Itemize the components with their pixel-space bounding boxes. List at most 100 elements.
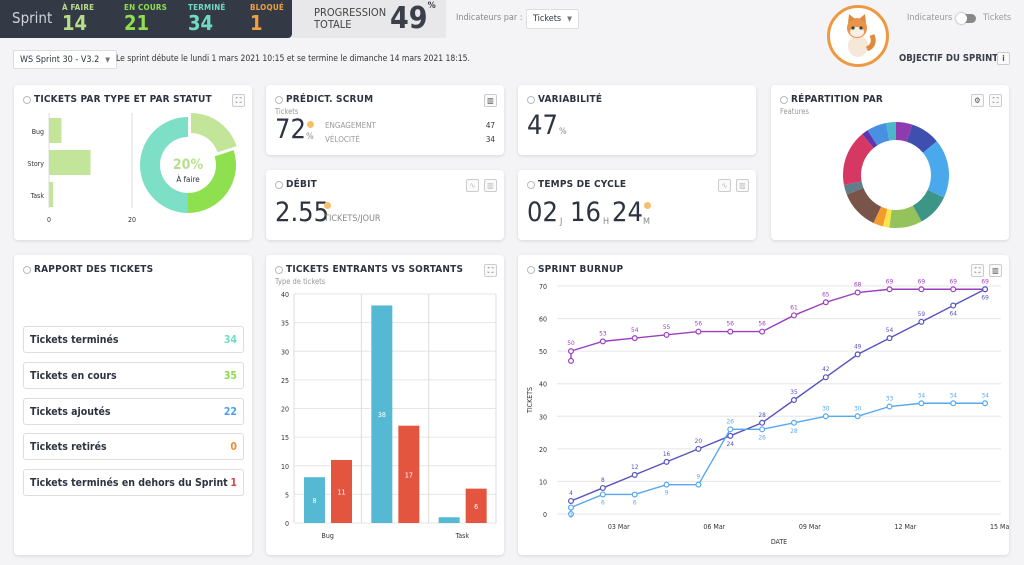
bar-chart-icon[interactable]: ▥ <box>736 179 749 192</box>
data-label: 16 <box>663 450 671 458</box>
fullscreen-icon[interactable]: ⛶ <box>971 264 984 277</box>
data-point <box>727 426 734 433</box>
progress-label-2: TOTALE <box>314 18 352 31</box>
line-chart-icon[interactable]: ∿ <box>466 179 479 192</box>
data-point <box>918 400 925 407</box>
card-title: RAPPORT DES TICKETS <box>34 264 154 275</box>
donut-slice-3 <box>140 117 188 213</box>
data-label: 56 <box>727 320 735 328</box>
data-point <box>982 400 989 407</box>
stat-todo: À FAIRE 14 <box>62 3 95 35</box>
data-label: 28 <box>758 411 766 419</box>
info-icon[interactable] <box>780 95 788 104</box>
distribution-donut <box>843 122 949 228</box>
data-point <box>567 504 574 511</box>
report-row-removed[interactable]: Tickets retirés 0 <box>23 433 244 460</box>
data-point <box>663 331 670 338</box>
bar-value-label: 11 <box>337 489 345 497</box>
donut-slice-2 <box>188 150 236 213</box>
y-tick-label: 10 <box>281 463 289 471</box>
throughput-card: DÉBIT ∿ ▥ 2.55 TICKETS/JOUR <box>266 170 504 240</box>
sprint-description: Le sprint débute le lundi 1 mars 2021 10… <box>116 54 470 64</box>
bar-chart-icon[interactable]: ▥ <box>484 94 497 107</box>
bar-chart-icon[interactable]: ▥ <box>484 179 497 192</box>
bar-label: Story <box>27 160 44 168</box>
y-tick-label: 35 <box>281 320 289 328</box>
series-line-2 <box>570 288 986 502</box>
donut-center-value: 20% <box>172 157 204 173</box>
x-tick-label: 03 Mar <box>608 523 630 531</box>
card-title: RÉPARTITION PAR <box>791 94 884 105</box>
line-chart-icon[interactable]: ∿ <box>718 179 731 192</box>
data-label: 69 <box>981 293 989 301</box>
bar-chart-icon[interactable]: ▥ <box>989 264 1002 277</box>
data-point <box>886 403 893 410</box>
sprint-select[interactable]: WS Sprint 30 - V3.2 ▼ <box>13 50 118 69</box>
info-icon[interactable] <box>275 95 283 104</box>
data-label: 56 <box>758 320 766 328</box>
data-point <box>759 419 766 426</box>
data-label: 28 <box>790 427 798 435</box>
fullscreen-icon[interactable]: ⛶ <box>232 94 245 107</box>
data-point <box>918 318 925 325</box>
distribution-slice <box>912 189 944 222</box>
team-avatar[interactable] <box>827 5 889 67</box>
info-icon[interactable] <box>527 265 535 274</box>
info-icon[interactable] <box>275 180 283 189</box>
indicators-select[interactable]: Tickets ▼ <box>526 9 579 29</box>
data-label: 69 <box>949 277 957 285</box>
data-point <box>822 374 829 381</box>
data-label: 9 <box>665 489 669 497</box>
distribution-slice <box>843 181 864 195</box>
engagement-label: ENGAGEMENT <box>325 121 376 130</box>
data-label: 55 <box>663 323 671 331</box>
data-point <box>695 445 702 452</box>
info-icon[interactable] <box>527 95 535 104</box>
info-icon[interactable] <box>23 265 31 274</box>
x-axis-title: DATE <box>771 538 787 546</box>
report-row-done[interactable]: Tickets terminés 34 <box>23 326 244 353</box>
y-tick-label: 20 <box>539 446 547 454</box>
card-title: TEMPS DE CYCLE <box>538 179 627 190</box>
bar <box>438 517 460 523</box>
fullscreen-icon[interactable]: ⛶ <box>989 94 1002 107</box>
y-tick-label: 70 <box>539 283 547 291</box>
distribution-slice <box>886 122 896 141</box>
info-icon[interactable] <box>527 180 535 189</box>
report-row-added[interactable]: Tickets ajoutés 22 <box>23 398 244 425</box>
fullscreen-icon[interactable]: ⛶ <box>484 264 497 277</box>
settings-icon[interactable]: ⚙ <box>971 94 984 107</box>
indicators-label: Indicateurs par : <box>456 13 523 23</box>
sprint-label: Sprint <box>12 9 53 27</box>
y-tick-label: 30 <box>539 413 547 421</box>
bar <box>371 305 393 523</box>
info-icon[interactable] <box>275 265 283 274</box>
y-tick-label: 15 <box>281 434 289 442</box>
card-subtitle: Type de tickets <box>275 277 326 286</box>
y-tick-label: 40 <box>281 291 289 299</box>
data-label: 24 <box>727 440 735 448</box>
incoming-outgoing-chart: 0 5 10 15 20 25 30 35 40 Bug 8 11 38 17 Task 6 <box>281 291 497 540</box>
indicators-toggle[interactable] <box>956 13 976 24</box>
x-tick-label: 06 Mar <box>703 523 725 531</box>
bar-label: Task <box>30 192 45 200</box>
data-point <box>759 328 766 335</box>
sprint-burnup-card: SPRINT BURNUP ⛶ ▥ 0 10 20 30 40 50 60 70 03 Mar 0… <box>518 255 1009 555</box>
x-tick-label: Bug <box>322 532 334 540</box>
chevron-down-icon: ▼ <box>105 55 111 64</box>
report-row-done-outside[interactable]: Tickets terminés en dehors du Sprint 1 <box>23 469 244 496</box>
info-icon[interactable] <box>23 95 31 104</box>
data-label: 26 <box>727 417 735 425</box>
axis-tick: 20 <box>128 216 136 224</box>
distribution-slice <box>896 122 913 142</box>
data-label: 69 <box>981 277 989 285</box>
cycle-hours: 16 <box>570 197 601 228</box>
bar-value-label: 38 <box>378 411 386 419</box>
report-row-in-progress[interactable]: Tickets en cours 35 <box>23 362 244 389</box>
y-tick-label: 10 <box>539 478 547 486</box>
data-point <box>599 338 606 345</box>
series-line-3 <box>570 402 986 514</box>
sprint-objective-info-button[interactable]: i <box>997 52 1010 65</box>
data-label: 8 <box>601 476 605 484</box>
data-point <box>631 471 638 478</box>
